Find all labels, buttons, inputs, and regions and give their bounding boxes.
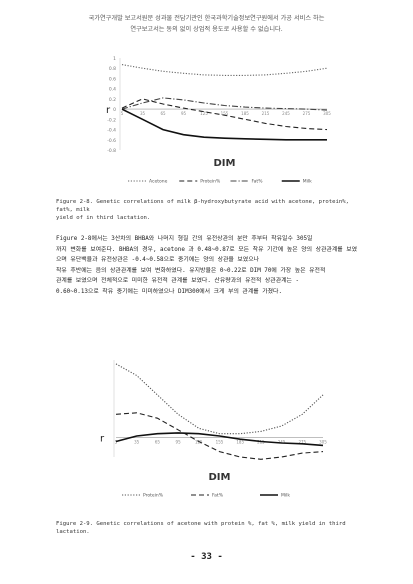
figure1-caption-line2: yield of in third lactation. <box>56 215 151 221</box>
legend-label: Protein% <box>143 493 164 499</box>
series-line <box>121 98 328 131</box>
x-tick-label: 185 <box>241 111 249 116</box>
y-tick-label: -0.2 <box>107 117 116 123</box>
x-axis-label: DIM <box>214 158 236 169</box>
x-tick-label: 5 <box>121 111 124 116</box>
header-notice-line2: 연구보고서는 동의 없이 상업적 용도로 사용할 수 없습니다. <box>130 26 283 33</box>
y-tick-label: -0.4 <box>107 128 116 134</box>
x-tick-label: 185 <box>236 440 244 445</box>
body-paragraph: Figure 2-8에서는 3산차의 BHBA와 나머지 형질 간의 유전상관의… <box>56 234 361 297</box>
x-tick-label: 275 <box>298 440 306 445</box>
x-tick-label: 155 <box>216 440 224 445</box>
legend-label: Milk <box>303 179 312 185</box>
series-line <box>115 432 324 447</box>
x-tick-label: 155 <box>221 111 229 116</box>
series-line <box>121 64 328 76</box>
page-number: - 33 - <box>190 552 223 562</box>
x-tick-label: 215 <box>262 111 270 116</box>
legend-label: Fat% <box>252 179 264 185</box>
legend-label: Milk <box>281 493 290 499</box>
x-tick-label: 35 <box>140 111 146 116</box>
body-line2: 까지 변화를 보여준다. BHBA의 경우, acetone 과 0.48~0.… <box>56 246 358 253</box>
series-line <box>115 363 324 435</box>
y-tick-label: -0.6 <box>107 138 116 144</box>
y-axis-label: r <box>106 105 111 116</box>
body-line6: 0.60~0.13으로 착유 중기에는 미미하였으나 DIM300에서 크게 부… <box>56 288 283 295</box>
series-line <box>115 412 324 460</box>
x-tick-label: 245 <box>278 440 286 445</box>
x-tick-label: 245 <box>282 111 290 116</box>
y-tick-label: 0 <box>113 107 116 113</box>
x-tick-label: 275 <box>303 111 311 116</box>
body-line5: 관계를 보였으며 전체적으로 미미한 유전적 관계를 보였다. 산유량과의 유전… <box>56 278 300 284</box>
x-tick-label: 95 <box>176 440 182 445</box>
x-tick-label: 65 <box>160 111 166 116</box>
figure1-caption: Figure 2-8. Genetic correlations of milk… <box>56 198 366 222</box>
legend-label: Protein% <box>200 179 221 185</box>
x-axis-label: DIM <box>209 472 231 483</box>
header-notice-line1: 국가연구개발 보고서원문 성과물 전담기관인 한국과학기술정보연구원에서 가공 … <box>88 15 325 22</box>
x-tick-label: 305 <box>319 440 327 445</box>
series-line <box>121 97 328 111</box>
y-tick-label: 0.6 <box>109 76 116 82</box>
series-line <box>121 108 327 141</box>
x-tick-label: 305 <box>323 111 331 116</box>
y-tick-label: 0.8 <box>109 66 116 72</box>
body-line1: Figure 2-8에서는 3산차의 BHBA와 나머지 형질 간의 유전상관의… <box>56 236 313 242</box>
legend-label: Fat% <box>212 493 224 499</box>
body-line3: 으며 유단백율과 유전상관은 -0.4~0.58으로 중기에는 양의 상관을 보… <box>56 257 260 263</box>
body-line4: 착유 후반에는 음의 상관관계를 보여 변화하였다. 유지방율은 0~0.22로… <box>56 267 326 274</box>
x-tick-label: 65 <box>155 440 161 445</box>
figure2-caption: Figure 2-9. Genetic correlations of acet… <box>56 521 346 535</box>
legend-label: Acetone <box>149 179 168 185</box>
y-tick-label: 1 <box>113 56 116 62</box>
x-tick-label: 95 <box>181 111 187 116</box>
figure1-chart: 1 0.8 0.6 0.4 0.2 0 -0.2 -0.4 -0.6 -0.8 5 35 65 95 125… <box>106 56 331 185</box>
y-tick-label: 0.4 <box>109 87 116 93</box>
figure2-chart: 5 35 65 95 125 155 185 215 245 275 305rDIMProtein%… <box>100 360 327 499</box>
y-axis-label: r <box>100 434 105 445</box>
y-tick-label: -0.8 <box>107 148 116 154</box>
x-tick-label: 35 <box>134 440 140 445</box>
y-tick-label: 0.2 <box>109 97 116 103</box>
x-tick-label: 125 <box>200 111 208 116</box>
figure1-caption-line1: Figure 2-8. Genetic correlations of milk… <box>56 199 349 213</box>
